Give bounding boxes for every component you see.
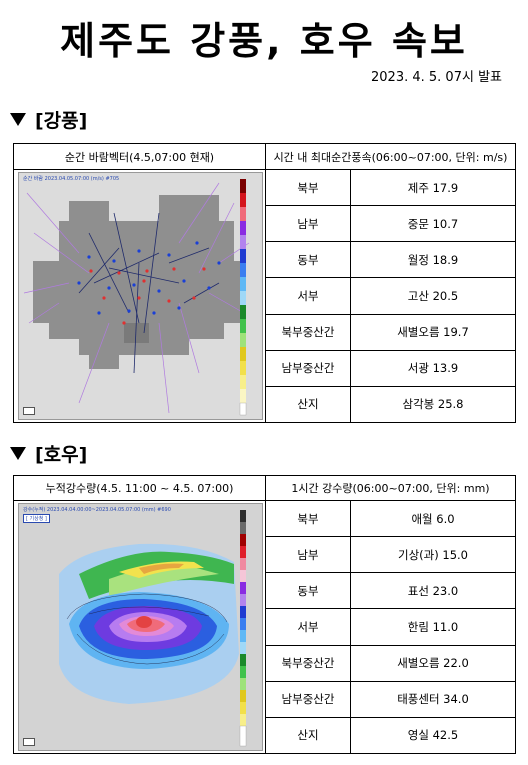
rain-map-caption: 강수(누적) 2023.04.04.00:00~2023.04.05.07:00… — [23, 507, 171, 513]
wind-value-south: 중문 10.7 — [350, 205, 516, 243]
kma-badge: [ 기상청 ] — [23, 514, 50, 523]
rain-table-header: 1시간 강수량(06:00~07:00, 단위: mm) — [264, 475, 517, 501]
rain-region-north-mid: 북부중산간 — [265, 644, 351, 682]
wind-region-west: 서부 — [265, 277, 351, 315]
triangle-bullet-icon — [10, 447, 26, 460]
triangle-bullet-icon — [10, 113, 26, 126]
wind-value-north-mid: 새별오름 19.7 — [350, 313, 516, 351]
wind-table-header: 시간 내 최대순간풍속(06:00~07:00, 단위: m/s) — [265, 143, 516, 170]
rain-region-south-mid: 남부중산간 — [265, 680, 351, 718]
rain-value-north-mid: 새별오름 22.0 — [349, 644, 517, 682]
wind-value-west: 고산 20.5 — [350, 277, 516, 315]
wind-region-east: 동부 — [265, 241, 351, 279]
wind-section-label: [강풍] — [35, 110, 88, 132]
wind-map-header: 순간 바람벡터(4.5,07:00 현재) — [13, 143, 266, 170]
rain-section-heading: [호우] — [10, 440, 87, 467]
wind-region-south-mid: 남부중산간 — [265, 349, 351, 387]
wind-value-south-mid: 서광 13.9 — [350, 349, 516, 387]
wind-map-cell: 순간 바람 2023.04.05.07:00 (m/s) #705 — [13, 169, 266, 423]
rain-value-mountain: 영실 42.5 — [349, 716, 517, 755]
rain-value-south: 기상(과) 15.0 — [349, 536, 517, 574]
wind-value-mountain: 삼각봉 25.8 — [350, 385, 516, 424]
rain-value-east: 표선 23.0 — [349, 572, 517, 610]
rain-map-header: 누적강수량(4.5. 11:00 ~ 4.5. 07:00) — [13, 475, 266, 501]
rain-accumulation-map: 강수(누적) 2023.04.04.00:00~2023.04.05.07:00… — [18, 503, 263, 751]
wind-region-north-mid: 북부중산간 — [265, 313, 351, 351]
wind-section-heading: [강풍] — [10, 106, 87, 133]
rain-value-west: 한림 11.0 — [349, 608, 517, 646]
rain-value-north: 애월 6.0 — [349, 499, 517, 538]
rain-section-label: [호우] — [35, 444, 88, 466]
rain-table: 누적강수량(4.5. 11:00 ~ 4.5. 07:00) 1시간 강수량(0… — [13, 475, 517, 755]
rain-region-south: 남부 — [265, 536, 351, 574]
wind-region-mountain: 산지 — [265, 385, 351, 424]
wind-region-south: 남부 — [265, 205, 351, 243]
rain-region-mountain: 산지 — [265, 716, 351, 755]
wind-region-north: 북부 — [265, 168, 351, 207]
rain-region-west: 서부 — [265, 608, 351, 646]
rain-value-south-mid: 태풍센터 34.0 — [349, 680, 517, 718]
wind-table: 순간 바람벡터(4.5,07:00 현재) 시간 내 최대순간풍속(06:00~… — [13, 143, 516, 424]
wind-value-east: 월정 18.9 — [350, 241, 516, 279]
wind-vector-map: 순간 바람 2023.04.05.07:00 (m/s) #705 — [18, 172, 263, 420]
issued-time: 2023. 4. 5. 07시 발표 — [371, 70, 502, 85]
wind-map-caption: 순간 바람 2023.04.05.07:00 (m/s) #705 — [23, 176, 120, 182]
wind-value-north: 제주 17.9 — [350, 168, 516, 207]
rain-region-east: 동부 — [265, 572, 351, 610]
rain-map-cell: 강수(누적) 2023.04.04.00:00~2023.04.05.07:00… — [13, 500, 266, 754]
rain-region-north: 북부 — [265, 499, 351, 538]
map-legend-icon — [23, 738, 35, 746]
map-legend-icon — [23, 407, 35, 415]
page-title: 제주도 강풍, 호우 속보 — [60, 19, 468, 63]
